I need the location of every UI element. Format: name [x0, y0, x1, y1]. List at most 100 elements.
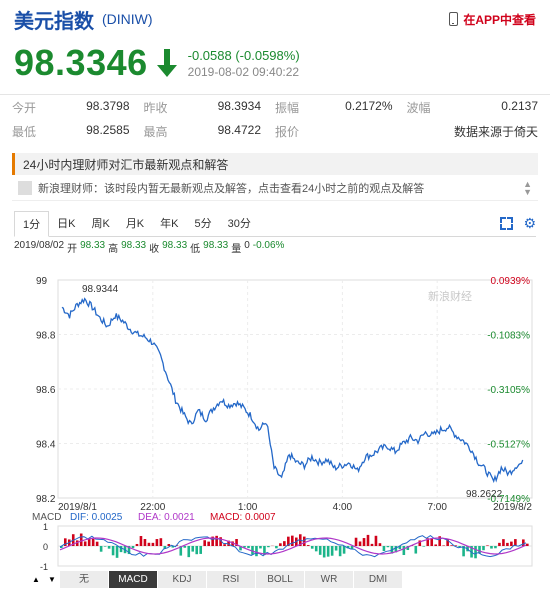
macd-bar [87, 539, 91, 546]
tab-weekly[interactable]: 周K [91, 217, 110, 230]
macd-bar [306, 545, 310, 546]
macd-bar [279, 543, 282, 546]
macd-bar [526, 543, 529, 546]
ohlc-date: 2019/08/02 [14, 240, 65, 251]
nav-left-button[interactable]: ▲ [32, 575, 40, 584]
tab-daily[interactable]: 日K [57, 217, 76, 230]
macd-bar [247, 546, 250, 549]
macd-bar [514, 539, 517, 546]
macd-bar [127, 546, 131, 555]
macd-bar [111, 546, 115, 556]
ohlc-low: 98.33 [203, 240, 229, 251]
fullscreen-icon[interactable] [500, 217, 514, 230]
macd-bar [354, 537, 358, 546]
indicator-dmi[interactable]: DMI [354, 571, 403, 588]
macd-bar [155, 539, 159, 546]
macd-bar [227, 540, 230, 546]
macd-bar [211, 536, 214, 546]
macd-bar [302, 536, 306, 546]
advisor-news: 24小时内理财师对汇市最新观点和解答 新浪理财师：该时段内暂无最新观点及解答，点… [12, 153, 538, 201]
macd-bar [434, 544, 438, 546]
macd-bar [207, 541, 210, 546]
macd-bar [314, 546, 318, 552]
macd-bar [171, 546, 175, 548]
tab-monthly[interactable]: 月K [125, 217, 145, 230]
ohlc-open: 98.33 [80, 240, 106, 251]
macd-dea: DEA: 0.0021 [138, 512, 195, 523]
stat-amplitude: 振幅 0.2172% [275, 98, 393, 115]
open-in-app-link[interactable]: 在APP中查看 [449, 11, 536, 28]
stat-low: 最低 98.2585 [12, 122, 130, 139]
macd-bar [60, 546, 63, 549]
pct-tick-label: 0.0939% [491, 276, 531, 287]
chevron-updown-icon[interactable]: ▲ ▼ [523, 178, 532, 197]
macd-bar [95, 541, 99, 546]
tab-1min[interactable]: 1分 [14, 211, 50, 237]
period-tabs: 1分 日K 周K 月K 年K 5分 30分 ⚙ [14, 211, 536, 237]
macd-bar [446, 538, 449, 546]
macd-bar [83, 541, 87, 546]
macd-dea-line [59, 537, 527, 555]
macd-bar [259, 546, 262, 549]
quote-time: 2019-08-02 09:40:22 [187, 64, 300, 79]
macd-bar [199, 546, 203, 554]
macd-bar [450, 545, 453, 546]
tab-yearly[interactable]: 年K [160, 217, 179, 230]
quote-panel: 98.3346 -0.0588 (-0.0598%) 2019-08-02 09… [0, 38, 550, 88]
indicator-none[interactable]: 无 [60, 571, 109, 588]
indicator-boll[interactable]: BOLL [256, 571, 305, 588]
macd-bar [318, 546, 322, 555]
macd-bar [342, 546, 346, 554]
indicator-wr[interactable]: WR [305, 571, 354, 588]
pct-tick-label: -0.3105% [487, 385, 530, 396]
macd-bar [191, 546, 195, 552]
macd-bar [498, 542, 501, 546]
macd-bar [147, 542, 151, 546]
macd-bar [231, 541, 234, 546]
macd-bar [398, 546, 402, 550]
macd-dif: DIF: 0.0025 [70, 512, 123, 523]
x-tick-label: 2019/8/2 [493, 502, 532, 513]
macd-bar [490, 546, 493, 549]
macd-tick-label: -1 [40, 562, 48, 570]
macd-bar [143, 539, 147, 546]
news-item[interactable]: 新浪理财师：该时段内暂无最新观点及解答，点击查看24小时之前的观点及解答 ▲ ▼ [12, 175, 538, 201]
ohlc-bar: 2019/08/02 开 98.33 高 98.33 收 98.33 低 98.33 量… [14, 240, 285, 255]
macd-bar [374, 535, 378, 546]
macd-bar [91, 538, 95, 546]
y-tick-label: 98.4 [36, 440, 56, 451]
macd-bar [103, 546, 107, 547]
ohlc-high: 98.33 [121, 240, 147, 251]
macd-bar [454, 545, 457, 546]
macd-bar [350, 546, 354, 549]
max-label: 98.9344 [82, 284, 119, 295]
stat-range: 波幅 0.2137 [406, 98, 539, 115]
macd-bar [131, 546, 135, 549]
macd-bar [151, 542, 155, 546]
macd-bar [458, 546, 461, 548]
indicator-macd[interactable]: MACD [109, 571, 158, 588]
gear-icon[interactable]: ⚙ [523, 215, 536, 231]
tab-5min[interactable]: 5分 [194, 217, 212, 230]
tab-30min[interactable]: 30分 [227, 217, 251, 230]
macd-bar [115, 546, 119, 558]
x-tick-label: 7:00 [427, 502, 447, 513]
macd-label: MACD [32, 512, 61, 523]
pct-tick-label: -0.7149% [487, 494, 530, 505]
nav-right-button[interactable]: ▼ [48, 575, 56, 584]
intraday-chart[interactable]: 99 0.0939% 98.8 -0.1083% 98.6 -0.3105% 98.4 -0.… [0, 270, 550, 570]
y-tick-label: 98.8 [36, 331, 56, 342]
indicator-rsi[interactable]: RSI [207, 571, 256, 588]
pct-tick-label: -0.5127% [487, 440, 530, 451]
macd-bar [394, 546, 398, 553]
indicator-kdj[interactable]: KDJ [158, 571, 207, 588]
open-in-app-label: 在APP中查看 [463, 12, 536, 27]
news-headline[interactable]: 24小时内理财师对汇市最新观点和解答 [12, 153, 538, 175]
macd-bar [167, 544, 171, 546]
macd-bar [414, 546, 418, 554]
macd-bar [179, 546, 183, 556]
macd-bar [239, 546, 242, 551]
macd-bar [370, 543, 374, 546]
x-tick-label: 22:00 [140, 502, 165, 513]
macd-bar [107, 546, 111, 549]
